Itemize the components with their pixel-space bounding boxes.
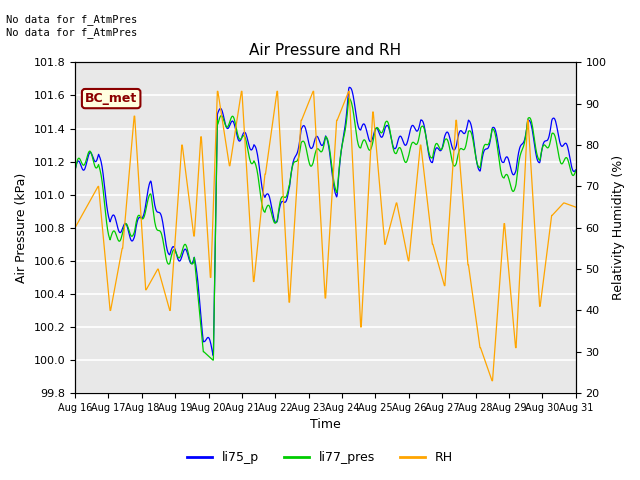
X-axis label: Time: Time xyxy=(310,419,340,432)
Y-axis label: Air Pressure (kPa): Air Pressure (kPa) xyxy=(15,173,28,283)
Title: Air Pressure and RH: Air Pressure and RH xyxy=(250,44,401,59)
Legend: li75_p, li77_pres, RH: li75_p, li77_pres, RH xyxy=(182,446,458,469)
Y-axis label: Relativity Humidity (%): Relativity Humidity (%) xyxy=(612,155,625,300)
Text: BC_met: BC_met xyxy=(85,92,138,105)
Text: No data for f_AtmPres
No data for f_AtmPres: No data for f_AtmPres No data for f_AtmP… xyxy=(6,14,138,38)
